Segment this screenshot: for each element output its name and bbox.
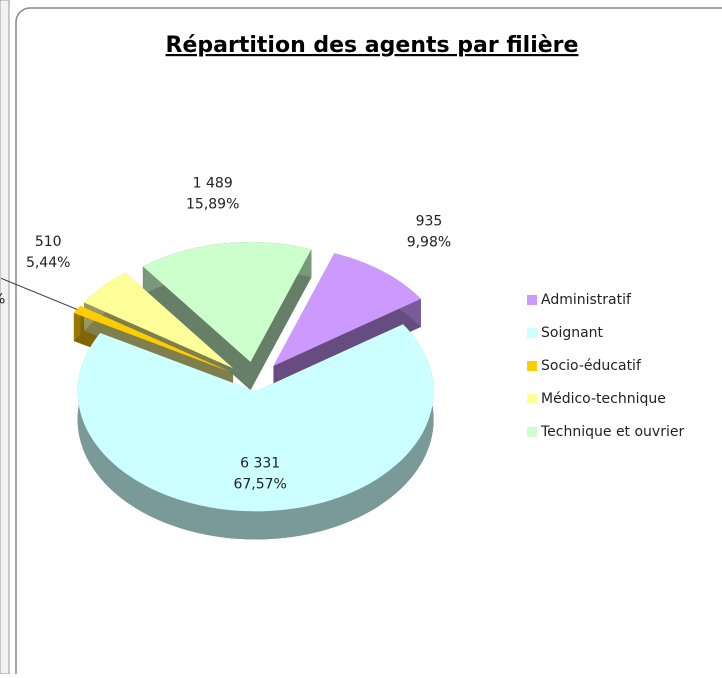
data-label: 510 (35, 234, 62, 250)
legend-label: Administratif (541, 292, 632, 308)
legend-label: Médico-technique (541, 391, 666, 407)
slice (273, 253, 421, 367)
legend-swatch (527, 328, 537, 338)
chart-title: Répartition des agents par filière (166, 33, 579, 58)
slice-wall (250, 249, 312, 391)
slice-wall (142, 266, 251, 391)
legend-swatch (527, 394, 537, 404)
data-label: 6 331 (240, 455, 280, 471)
slice (77, 324, 434, 512)
legend-swatch (527, 427, 537, 437)
legend-label: Socio-éducatif (541, 358, 642, 374)
data-label: 935 (416, 214, 443, 230)
data-label: 1 489 (193, 176, 233, 192)
data-label: 67,57% (233, 476, 286, 492)
data-label: 15,89% (186, 197, 239, 213)
legend-label: Technique et ouvrier (540, 424, 684, 440)
leader-line (0, 277, 78, 310)
legend-swatch (527, 295, 537, 305)
data-label: 1,12% (0, 291, 5, 307)
legend-swatch (527, 361, 537, 371)
data-label: 9,98% (407, 235, 451, 251)
side-panel (0, 0, 10, 675)
slice (73, 305, 230, 372)
slice (142, 242, 312, 363)
legend-label: Soignant (541, 325, 604, 341)
slice (84, 272, 234, 369)
data-label: 5,44% (26, 255, 70, 271)
